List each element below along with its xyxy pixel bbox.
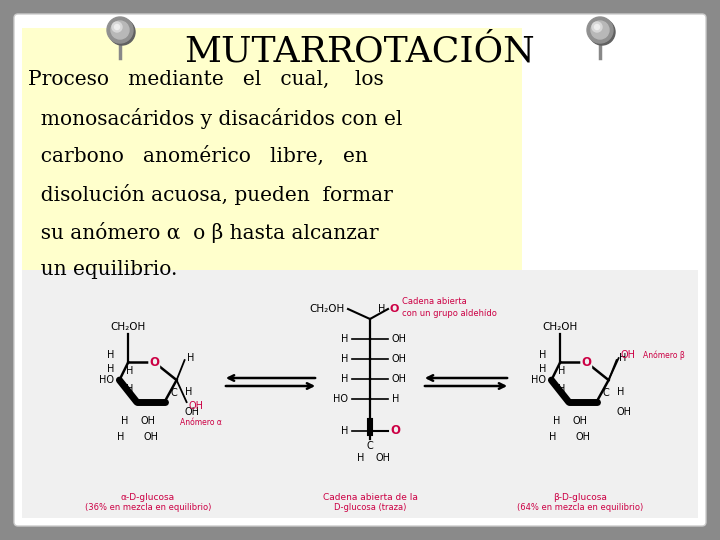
Circle shape: [592, 22, 602, 32]
Circle shape: [111, 21, 129, 39]
Text: O: O: [581, 356, 591, 369]
Text: H: H: [559, 366, 566, 376]
Text: Cadena abierta de la: Cadena abierta de la: [323, 494, 418, 503]
Text: H: H: [121, 416, 129, 426]
Text: O: O: [390, 304, 400, 314]
Text: OH: OH: [189, 401, 204, 411]
Text: H: H: [549, 432, 557, 442]
Text: con un grupo aldehído: con un grupo aldehído: [402, 308, 497, 318]
Text: OH: OH: [392, 374, 407, 384]
Text: H: H: [356, 453, 364, 463]
Circle shape: [112, 22, 122, 32]
Text: OH: OH: [392, 334, 407, 344]
Text: un equilibrio.: un equilibrio.: [28, 260, 177, 279]
Text: Cadena abierta: Cadena abierta: [402, 298, 467, 307]
Text: H: H: [341, 354, 348, 364]
Circle shape: [587, 17, 613, 43]
Text: H: H: [559, 384, 566, 394]
Text: OH: OH: [572, 416, 588, 426]
Text: H: H: [117, 432, 125, 442]
Text: OH: OH: [140, 416, 156, 426]
Text: H: H: [107, 364, 114, 374]
Text: C: C: [171, 388, 177, 398]
FancyBboxPatch shape: [14, 14, 706, 526]
Text: H: H: [341, 334, 348, 344]
Text: Proceso   mediante   el   cual,    los: Proceso mediante el cual, los: [28, 70, 384, 89]
Text: α-D-glucosa: α-D-glucosa: [121, 494, 175, 503]
Text: C: C: [603, 388, 609, 398]
Text: H: H: [378, 304, 385, 314]
Circle shape: [591, 21, 609, 39]
Text: O: O: [390, 424, 400, 437]
Circle shape: [589, 19, 615, 45]
Text: CH₂OH: CH₂OH: [310, 304, 345, 314]
Text: H: H: [341, 374, 348, 384]
Text: H: H: [341, 426, 348, 436]
Text: OH: OH: [575, 432, 590, 442]
Circle shape: [114, 24, 120, 30]
Text: D-glucosa (traza): D-glucosa (traza): [334, 503, 406, 512]
Text: OH: OH: [392, 354, 407, 364]
Circle shape: [109, 19, 135, 45]
Circle shape: [107, 17, 133, 43]
Text: H: H: [127, 366, 134, 376]
Text: H: H: [618, 353, 626, 363]
Text: carbono   anomérico   libre,   en: carbono anomérico libre, en: [28, 146, 368, 166]
Text: HO: HO: [531, 375, 546, 385]
Text: (64% en mezcla en equilibrio): (64% en mezcla en equilibrio): [517, 503, 643, 512]
Text: O: O: [149, 356, 159, 369]
Text: H: H: [539, 350, 546, 360]
Text: H: H: [553, 416, 561, 426]
Text: H: H: [392, 394, 400, 404]
Text: β-D-glucosa: β-D-glucosa: [553, 494, 607, 503]
Text: CH₂OH: CH₂OH: [543, 322, 578, 332]
Bar: [22, 28, 522, 270]
Text: OH: OH: [143, 432, 158, 442]
Text: disolución acuosa, pueden  formar: disolución acuosa, pueden formar: [28, 184, 393, 205]
Text: H: H: [616, 387, 624, 397]
Text: C: C: [366, 441, 374, 451]
Text: H: H: [539, 364, 546, 374]
Text: MUTARROTACIÓN: MUTARROTACIÓN: [184, 35, 536, 69]
Text: H: H: [186, 353, 194, 363]
Text: OH: OH: [184, 407, 199, 417]
Text: H: H: [184, 387, 192, 397]
Text: H: H: [127, 384, 134, 394]
Text: HO: HO: [99, 375, 114, 385]
Text: OH: OH: [376, 453, 391, 463]
Text: OH: OH: [616, 407, 631, 417]
Text: Anómero α: Anómero α: [179, 417, 222, 427]
Text: CH₂OH: CH₂OH: [111, 322, 146, 332]
Text: monosacáridos y disacáridos con el: monosacáridos y disacáridos con el: [28, 108, 402, 129]
Bar: [22, 270, 698, 518]
Text: Anómero β: Anómero β: [643, 350, 684, 360]
Text: (36% en mezcla en equilibrio): (36% en mezcla en equilibrio): [85, 503, 211, 512]
Text: HO: HO: [333, 394, 348, 404]
Text: OH: OH: [621, 350, 636, 360]
Circle shape: [595, 24, 600, 30]
Text: H: H: [107, 350, 114, 360]
Text: su anómero α  o β hasta alcanzar: su anómero α o β hasta alcanzar: [28, 222, 379, 243]
